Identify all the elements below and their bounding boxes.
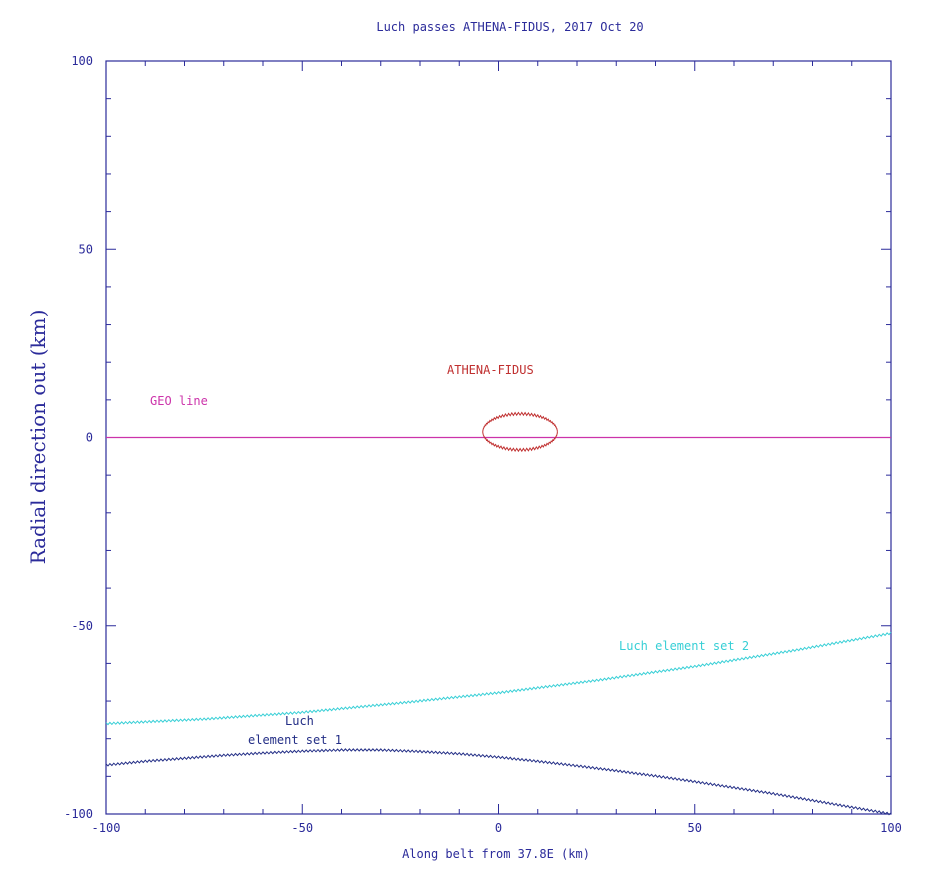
y-tick-label: 100 <box>71 54 93 68</box>
x-tick-label: 50 <box>688 821 702 835</box>
minor-ticks <box>105 60 892 815</box>
x-tick-label: -50 <box>291 821 313 835</box>
x-tick-label: 100 <box>880 821 902 835</box>
x-tick-label: -100 <box>92 821 121 835</box>
series-lines <box>105 411 892 816</box>
x-tick-labels: -100 -50 0 50 100 <box>92 821 902 835</box>
y-tick-label: 0 <box>86 431 93 445</box>
x-tick-label: 0 <box>495 821 502 835</box>
chart-title: Luch passes ATHENA-FIDUS, 2017 Oct 20 <box>376 20 643 34</box>
y-tick-label: 50 <box>79 242 93 256</box>
series-luch-element-set-2 <box>105 631 892 726</box>
y-tick-label: -100 <box>64 807 93 821</box>
geo-line-label: GEO line <box>150 394 208 408</box>
series-luch-element-set-1 <box>105 748 892 816</box>
athena-fidus-label: ATHENA-FIDUS <box>447 363 534 377</box>
element-set-1-label-line1: Luch <box>285 714 314 728</box>
y-axis-label: Radial direction out (km) <box>26 310 50 565</box>
series-athena-fidus <box>482 411 558 453</box>
x-axis-label: Along belt from 37.8E (km) <box>402 847 590 861</box>
y-tick-label: -50 <box>71 619 93 633</box>
element-set-2-label: Luch element set 2 <box>619 639 749 653</box>
element-set-1-label-line2: element set 1 <box>248 733 342 747</box>
y-tick-labels: 100 50 0 -50 -100 <box>64 54 93 821</box>
